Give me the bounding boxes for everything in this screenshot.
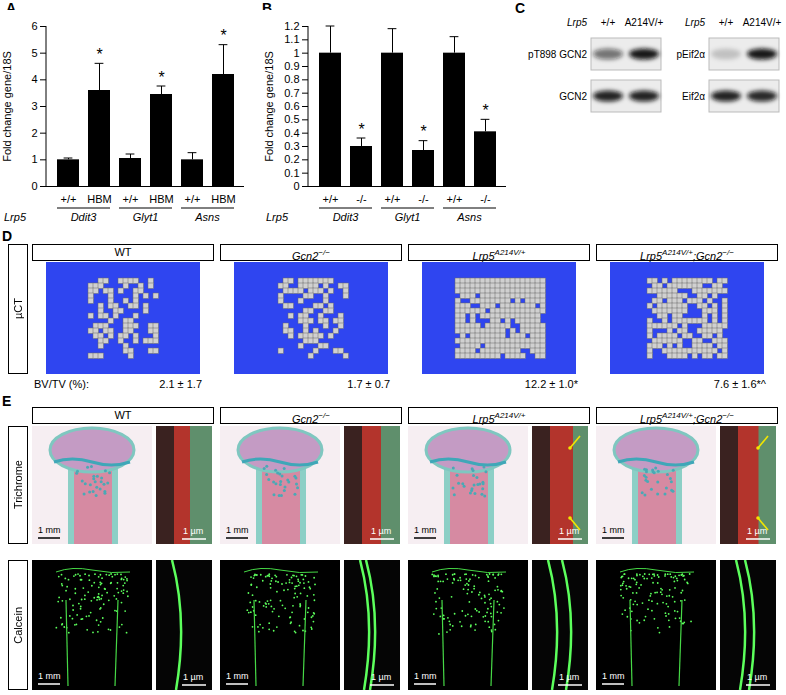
svg-text:pEif2α: pEif2α bbox=[676, 49, 705, 60]
html-text:Gcn2−/−: Gcn2−/− bbox=[292, 411, 330, 425]
svg-text:A214V/+: A214V/+ bbox=[625, 17, 664, 28]
svg-text:4: 4 bbox=[31, 73, 37, 85]
svg-text:Lrp5: Lrp5 bbox=[685, 17, 705, 28]
svg-text:GCN2: GCN2 bbox=[559, 91, 587, 102]
svg-text:2: 2 bbox=[31, 127, 37, 139]
svg-text:0: 0 bbox=[31, 180, 37, 192]
svg-text:1 mm: 1 mm bbox=[602, 671, 625, 681]
svg-text:-/-: -/- bbox=[480, 193, 491, 205]
html-text:Gcn2−/−: Gcn2−/− bbox=[292, 248, 330, 262]
html-text:WT: WT bbox=[114, 409, 132, 421]
html-text:Calcein: Calcein bbox=[12, 606, 24, 644]
svg-text:Lrp5: Lrp5 bbox=[4, 211, 27, 223]
svg-text:+/+: +/+ bbox=[123, 193, 139, 205]
svg-text:0: 0 bbox=[293, 180, 299, 192]
svg-text:Eif2α: Eif2α bbox=[682, 91, 705, 102]
svg-text:HBM: HBM bbox=[211, 193, 235, 205]
svg-text:1 µm: 1 µm bbox=[371, 672, 391, 682]
svg-text:-/-: -/- bbox=[418, 193, 429, 205]
svg-text:0.7: 0.7 bbox=[284, 87, 299, 99]
svg-text:+/+: +/+ bbox=[447, 193, 463, 205]
html-text:BV/TV (%):: BV/TV (%): bbox=[34, 378, 89, 390]
html-text:µCT: µCT bbox=[12, 298, 24, 320]
svg-text:1 mm: 1 mm bbox=[226, 525, 249, 535]
svg-text:+/+: +/+ bbox=[185, 193, 201, 205]
html-text:12.2 ± 1.0*: 12.2 ± 1.0* bbox=[524, 378, 578, 390]
svg-text:1 µm: 1 µm bbox=[559, 672, 579, 682]
svg-text:0.1: 0.1 bbox=[284, 167, 299, 179]
svg-text:*: * bbox=[96, 46, 102, 63]
svg-text:A214V/+: A214V/+ bbox=[743, 17, 782, 28]
svg-text:1 mm: 1 mm bbox=[414, 525, 437, 535]
svg-text:1 µm: 1 µm bbox=[371, 526, 391, 536]
svg-text:Lrp5: Lrp5 bbox=[266, 211, 289, 223]
svg-text:*: * bbox=[420, 123, 426, 140]
html-text:2.1 ± 1.7: 2.1 ± 1.7 bbox=[159, 378, 202, 390]
html-text:WT: WT bbox=[114, 246, 132, 258]
html-text:D: D bbox=[2, 228, 13, 244]
svg-text:1.2: 1.2 bbox=[284, 20, 299, 32]
html-text:Lrp5A214V/+: Lrp5A214V/+ bbox=[472, 411, 526, 425]
svg-text:0.8: 0.8 bbox=[284, 73, 299, 85]
html-text:7.6 ± 1.6*^: 7.6 ± 1.6*^ bbox=[713, 378, 766, 390]
svg-text:1 mm: 1 mm bbox=[226, 671, 249, 681]
svg-text:5: 5 bbox=[31, 47, 37, 59]
html-text:C: C bbox=[515, 0, 526, 16]
html-text:Lrp5A214V/+;Gcn2−/−: Lrp5A214V/+;Gcn2−/− bbox=[640, 411, 734, 425]
svg-text:6: 6 bbox=[31, 20, 37, 32]
html-text:Lrp5A214V/+: Lrp5A214V/+ bbox=[472, 248, 526, 262]
html-text:Lrp5A214V/+;Gcn2−/−: Lrp5A214V/+;Gcn2−/− bbox=[640, 248, 734, 262]
svg-text:0.5: 0.5 bbox=[284, 113, 299, 125]
svg-text:Asns: Asns bbox=[194, 211, 220, 223]
svg-text:+/+: +/+ bbox=[385, 193, 401, 205]
svg-text:0.9: 0.9 bbox=[284, 60, 299, 72]
svg-text:+/+: +/+ bbox=[719, 17, 734, 28]
svg-text:0.2: 0.2 bbox=[284, 153, 299, 165]
svg-text:+/+: +/+ bbox=[61, 193, 77, 205]
html-text:A: A bbox=[6, 0, 17, 16]
svg-text:Fold change gene/18S: Fold change gene/18S bbox=[263, 51, 275, 162]
svg-text:1.1: 1.1 bbox=[284, 33, 299, 45]
svg-text:Asns: Asns bbox=[456, 211, 482, 223]
svg-text:Fold change gene/18S: Fold change gene/18S bbox=[1, 51, 13, 162]
svg-text:1 µm: 1 µm bbox=[559, 526, 579, 536]
svg-text:0.4: 0.4 bbox=[284, 127, 299, 139]
svg-text:pT898 GCN2: pT898 GCN2 bbox=[528, 49, 587, 60]
svg-text:Glyt1: Glyt1 bbox=[395, 211, 421, 223]
svg-text:HBM: HBM bbox=[149, 193, 173, 205]
html-text:Trichrome: Trichrome bbox=[12, 460, 24, 510]
svg-text:Lrp5: Lrp5 bbox=[567, 17, 587, 28]
svg-text:1: 1 bbox=[31, 153, 37, 165]
svg-text:1 µm: 1 µm bbox=[747, 526, 767, 536]
svg-text:Ddit3: Ddit3 bbox=[71, 211, 98, 223]
svg-text:1 mm: 1 mm bbox=[38, 671, 61, 681]
html-text:E: E bbox=[2, 393, 12, 409]
svg-text:0.6: 0.6 bbox=[284, 100, 299, 112]
svg-text:1 mm: 1 mm bbox=[414, 671, 437, 681]
svg-text:*: * bbox=[158, 69, 164, 86]
svg-text:1 µm: 1 µm bbox=[747, 672, 767, 682]
svg-text:-/-: -/- bbox=[356, 193, 367, 205]
svg-text:1 µm: 1 µm bbox=[183, 526, 203, 536]
svg-text:3: 3 bbox=[31, 100, 37, 112]
svg-text:1 µm: 1 µm bbox=[183, 672, 203, 682]
html-text:1.7 ± 0.7: 1.7 ± 0.7 bbox=[347, 378, 390, 390]
svg-text:+/+: +/+ bbox=[323, 193, 339, 205]
svg-text:*: * bbox=[482, 102, 488, 119]
svg-text:1 mm: 1 mm bbox=[602, 525, 625, 535]
svg-text:*: * bbox=[358, 121, 364, 138]
svg-text:0.3: 0.3 bbox=[284, 140, 299, 152]
svg-text:1: 1 bbox=[293, 47, 299, 59]
svg-text:HBM: HBM bbox=[87, 193, 111, 205]
html-text:B: B bbox=[262, 0, 273, 16]
svg-text:+/+: +/+ bbox=[601, 17, 616, 28]
svg-text:Ddit3: Ddit3 bbox=[333, 211, 360, 223]
svg-text:1 mm: 1 mm bbox=[38, 525, 61, 535]
svg-text:Glyt1: Glyt1 bbox=[133, 211, 159, 223]
svg-text:*: * bbox=[220, 27, 226, 44]
